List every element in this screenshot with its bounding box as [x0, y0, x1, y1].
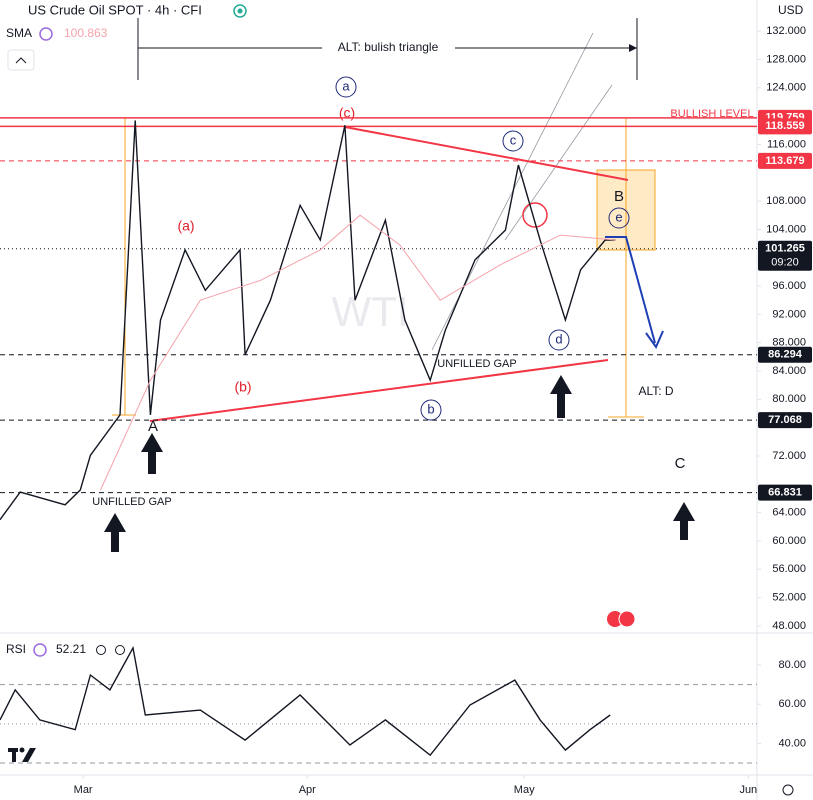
- price-tag-label: 77.068: [768, 414, 802, 426]
- currency: USD: [778, 3, 804, 17]
- annotation: (b): [234, 379, 251, 395]
- y-tick-label: 80.000: [772, 393, 806, 405]
- y-tick-label: 104.000: [766, 223, 806, 235]
- countdown: 09:20: [771, 257, 799, 269]
- annotation: C: [675, 455, 686, 472]
- logo-part: [12, 748, 16, 762]
- y-tick-label: 60.00: [778, 698, 806, 710]
- range-arrowhead: [629, 44, 637, 52]
- price-line: [100, 214, 616, 491]
- wave-circle: [420, 399, 442, 421]
- indicator-icon: [39, 27, 53, 41]
- indicator-label: SMA: [6, 26, 32, 40]
- annotation: ALT: D: [638, 384, 673, 398]
- up-arrow: [673, 502, 695, 540]
- price-tag: [758, 240, 812, 271]
- y-tick-label: 96.000: [772, 280, 806, 292]
- logo: [8, 747, 36, 762]
- y-tick-label: 72.000: [772, 450, 806, 462]
- flag-icon: [618, 610, 636, 628]
- annotation: a: [342, 78, 350, 93]
- price-tag-label: 66.831: [768, 486, 802, 498]
- price-line: [0, 645, 611, 757]
- indicator-value: 52.21: [56, 642, 86, 656]
- logo-part: [22, 748, 36, 762]
- annotation: b: [427, 401, 434, 416]
- indicator-value: 100.863: [64, 26, 108, 40]
- annotation: d: [555, 331, 562, 346]
- price-tag-label: 113.679: [765, 155, 804, 167]
- price-line: [0, 120, 616, 521]
- annotation: A: [148, 418, 158, 435]
- triangle-line: [344, 126, 629, 181]
- price-tag-label: 86.294: [768, 349, 803, 361]
- wave-circle: [608, 207, 630, 229]
- wave-circle: [548, 329, 570, 351]
- watermark: WTI: [332, 288, 409, 335]
- annotation: UNFILLED GAP: [92, 496, 171, 508]
- annotation: UNFILLED GAP: [437, 358, 516, 370]
- wave-circle: [502, 130, 524, 152]
- y-tick-label: 40.00: [778, 737, 806, 749]
- annotation: c: [510, 132, 517, 147]
- y-tick-label: 52.000: [772, 592, 806, 604]
- y-tick-label: 116.000: [767, 138, 806, 150]
- x-tick-label: Jun: [739, 784, 757, 796]
- projection-arrow: [605, 236, 656, 344]
- y-tick-label: 124.000: [766, 82, 806, 94]
- logo-part: [19, 747, 25, 753]
- triangle-line: [149, 359, 609, 422]
- x-tick-label: May: [514, 784, 535, 796]
- collapse-button[interactable]: [7, 49, 35, 71]
- na-icon: [96, 645, 106, 655]
- settings-icon[interactable]: [782, 784, 794, 796]
- wave-circle: [335, 76, 357, 98]
- price-tag-label: 118.559: [765, 120, 804, 132]
- up-arrow: [104, 513, 126, 552]
- indicator-icon: [33, 643, 47, 657]
- y-tick-label: 60.000: [772, 535, 806, 547]
- price-tag: [758, 118, 812, 135]
- price-tag: [758, 484, 812, 501]
- price-tag: [758, 346, 812, 363]
- annotation: BULLISH LEVEL: [670, 108, 753, 120]
- status-icon: [237, 8, 243, 14]
- y-tick-label: 132.000: [766, 25, 806, 37]
- status-icon: [233, 4, 247, 18]
- y-tick-label: 108.000: [766, 195, 806, 207]
- y-tick-label: 80.00: [778, 659, 806, 671]
- y-tick-label: 88.000: [772, 337, 806, 349]
- collapse-icon: [15, 57, 27, 64]
- highlight-circle: [522, 202, 548, 228]
- y-tick-label: 84.000: [772, 365, 806, 377]
- projection-arrowhead: [645, 330, 664, 350]
- price-tag: [758, 412, 812, 429]
- y-tick-label: 56.000: [772, 563, 806, 575]
- annotation: ALT: bulish triangle: [338, 40, 439, 54]
- y-tick-label: 48.000: [772, 620, 806, 632]
- indicator-label: RSI: [6, 642, 26, 656]
- annotation: B: [614, 188, 624, 205]
- x-tick-label: Mar: [74, 784, 93, 796]
- up-arrow: [141, 433, 163, 474]
- x-tick-label: Apr: [299, 784, 316, 796]
- price-tag-label: 101.265: [765, 243, 805, 255]
- price-tag: [758, 152, 812, 169]
- y-tick-label: 128.000: [766, 53, 806, 65]
- flag-icon: [607, 611, 623, 627]
- na-icon: [115, 645, 125, 655]
- y-tick-label: 64.000: [772, 507, 806, 519]
- up-arrow: [550, 375, 572, 418]
- y-tick-label: 92.000: [772, 308, 806, 320]
- annotation: e: [615, 209, 622, 224]
- annotation: (a): [177, 218, 194, 234]
- annotation: (c): [339, 105, 355, 121]
- chart-title: US Crude Oil SPOT · 4h · CFI: [28, 2, 202, 17]
